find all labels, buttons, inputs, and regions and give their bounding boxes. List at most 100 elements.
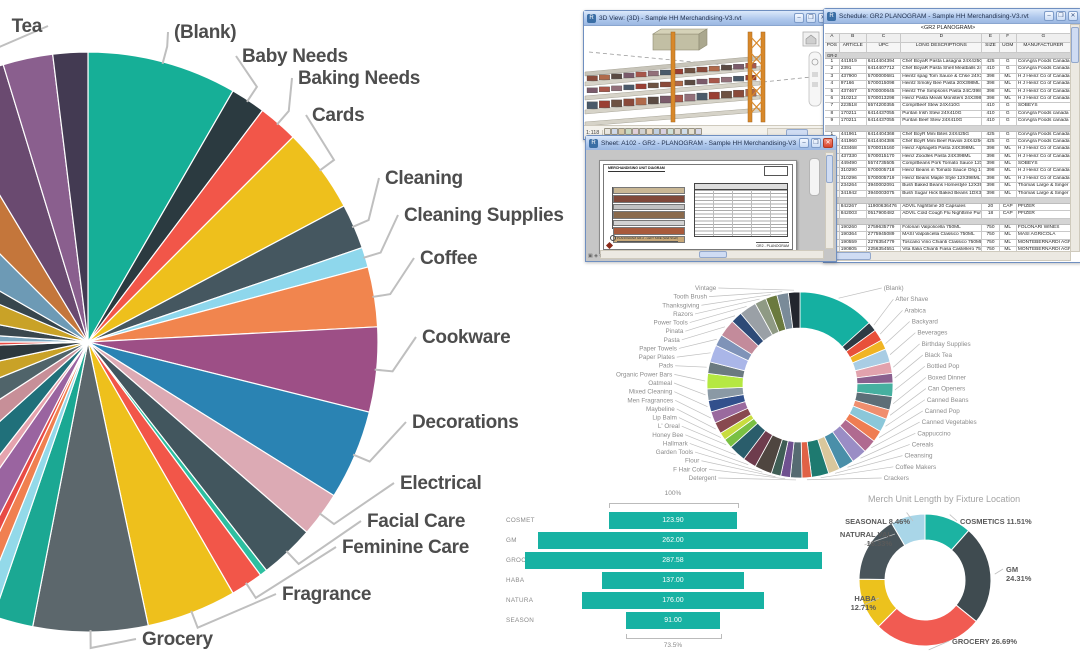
schedule-data-row[interactable]: 28420030517900482ADVIL Cold Cough Flu Ni… — [825, 211, 1071, 219]
vertical-scrollbar[interactable] — [1070, 24, 1080, 252]
schedule-cell[interactable]: ML — [1000, 224, 1017, 232]
schedule-data-row[interactable]: 54494905574735505Comp/Beans Pork Tomato … — [825, 161, 1071, 169]
schedule-cell[interactable]: 425 — [982, 59, 1000, 66]
schedule-cell[interactable]: H J Heinz Co of Canada Ltd — [1017, 175, 1071, 183]
schedule-cell[interactable]: ConAgra Foods Canada Ltd — [1017, 66, 1071, 73]
view-toolbar-icon-4[interactable] — [632, 128, 640, 135]
schedule-cell[interactable]: ARTICLE — [840, 43, 867, 52]
schedule-cell[interactable]: CAP — [1000, 204, 1017, 211]
schedule-cell[interactable]: 398 — [982, 183, 1000, 190]
schedule-cell[interactable]: 5 — [825, 88, 840, 95]
schedule-cell[interactable]: H J Heinz Co of Canada Ltd — [1017, 81, 1071, 88]
schedule-cell[interactable]: 234264 — [840, 183, 867, 190]
schedule-cell[interactable]: 5700000681 — [867, 73, 902, 81]
schedule-cell[interactable]: CAP — [1000, 211, 1017, 218]
schedule-cell[interactable]: 398 — [982, 161, 1000, 168]
minimize-button[interactable]: – — [799, 138, 809, 148]
schedule-data-row[interactable]: 24419606414404386Chef BoyR Mini Beef Rav… — [825, 138, 1071, 147]
window-3d-titlebar[interactable]: R 3D View: {3D} - Sample HH Merchandisin… — [584, 11, 831, 26]
schedule-cell[interactable]: H J Heinz Co of Canada Ltd — [1017, 153, 1071, 161]
schedule-cell[interactable]: 750 — [982, 239, 1000, 246]
schedule-cell[interactable]: Thomas Large & Singer — [1017, 190, 1071, 198]
schedule-cell[interactable]: 410 — [982, 103, 1000, 110]
schedule-cell[interactable]: 441960 — [840, 138, 867, 146]
schedule-data-row[interactable]: 2 2391 6414407712 Chef BoyaR Pasta Shell Me… — [825, 66, 1071, 74]
schedule-cell[interactable]: G — [1000, 103, 1017, 110]
schedule-cell[interactable]: 437330 — [840, 153, 867, 161]
schedule-cell[interactable]: SIZE — [982, 43, 1000, 52]
schedule-cell[interactable]: C — [867, 34, 902, 42]
schedule-cell[interactable]: 170211 — [840, 118, 867, 125]
pie-segment-unlabeled[interactable] — [0, 341, 89, 536]
schedule-cell[interactable]: 190260 — [840, 224, 867, 232]
schedule-cell[interactable]: 441961 — [840, 131, 867, 138]
schedule-cell[interactable]: 6414437055 — [867, 118, 902, 125]
schedule-cell[interactable]: SOBEYS — [1017, 161, 1071, 168]
schedule-cell[interactable]: G — [1000, 131, 1017, 138]
schedule-cell[interactable]: POS — [825, 43, 840, 52]
schedule-cell[interactable]: 398 — [982, 95, 1000, 103]
schedule-cell[interactable]: ML — [1000, 81, 1017, 88]
schedule-cell[interactable]: 6 — [825, 95, 840, 103]
schedule-cell[interactable]: 3940003075 — [867, 190, 902, 198]
view-toolbar-icon-8[interactable] — [660, 128, 668, 135]
schedule-cell[interactable]: ConAgra Foods Canada Ltd — [1017, 138, 1071, 146]
close-button[interactable]: ✕ — [823, 138, 833, 148]
view-toolbar-icon-0[interactable] — [604, 128, 612, 135]
schedule-cell[interactable]: 2 — [825, 66, 840, 73]
pie-segment-unlabeled[interactable] — [0, 341, 89, 628]
pie-segment-unlabeled[interactable] — [0, 341, 89, 352]
schedule-cell[interactable]: 410 — [982, 118, 1000, 125]
nav-toolbar-pill[interactable] — [809, 158, 820, 196]
nav-pan-icon[interactable] — [812, 72, 818, 77]
schedule-cell[interactable]: ML — [1000, 190, 1017, 198]
schedule-cell[interactable]: ADVIL Nighttime 20 Capsules — [901, 204, 983, 211]
schedule-cell[interactable]: 842003 — [840, 211, 867, 218]
schedule-cell[interactable]: Bush Sugar Hick Baked Beans 1DX398 — [902, 190, 983, 198]
schedule-data-row[interactable]: 4 97166 5700015098 Heintz Smoky Bee Pasta 2… — [825, 81, 1071, 89]
schedule-cell[interactable]: 449490 — [840, 161, 867, 168]
schedule-cell[interactable]: F — [1000, 34, 1017, 42]
schedule-cell[interactable]: 750 — [982, 232, 1000, 239]
schedule-cell[interactable]: 5700005718 — [867, 168, 902, 175]
schedule-cell[interactable]: ConAgra Foods canada Ltd — [1017, 110, 1071, 118]
schedule-cell[interactable]: Heintz spag Tom Sauce & Chse 24X398 — [902, 73, 983, 81]
schedule-cell[interactable]: Heinz Alphagetti Pasta 24X398ML — [901, 146, 983, 153]
schedule-cell[interactable]: 9 — [825, 118, 840, 125]
schedule-cell[interactable]: ML — [1000, 95, 1017, 103]
schedule-cell[interactable]: UPC — [867, 43, 902, 52]
schedule-cell[interactable]: ML — [1000, 175, 1017, 183]
schedule-data-row[interactable]: 21903642775945089MASI Valpolicella Class… — [825, 232, 1071, 240]
schedule-cell[interactable]: Toscano Vino Chianti Classico 750ML — [902, 239, 983, 246]
schedule-cell[interactable]: 750 — [982, 246, 1000, 252]
schedule-cell[interactable]: 398 — [982, 175, 1000, 183]
schedule-data-row[interactable]: 9 170211 6414437055 Puritan Beef Stew 24X41… — [825, 118, 1071, 126]
schedule-cell[interactable]: 8 — [825, 110, 840, 118]
schedule-cell[interactable]: 190364 — [840, 232, 867, 239]
pie-segment-unlabeled[interactable] — [0, 287, 89, 343]
schedule-cell[interactable]: 425 — [982, 138, 1000, 146]
schedule-cell[interactable]: MANUFACTURER — [1017, 43, 1071, 52]
schedule-cell[interactable]: SOBEYS — [1017, 103, 1071, 110]
schedule-cell[interactable]: 3940002091 — [867, 183, 902, 190]
schedule-data-row[interactable]: 34334685700015160Heinz Alphagetti Pasta … — [825, 146, 1071, 154]
schedule-data-row[interactable]: 14419616414404368Chef BoyR Mini Bites 24… — [825, 131, 1071, 139]
schedule-data-row[interactable]: 184226711900636476ADVIL Nighttime 20 Cap… — [825, 204, 1071, 212]
schedule-cell[interactable]: ML — [1000, 183, 1017, 190]
schedule-cell[interactable]: 5574735505 — [867, 161, 902, 168]
vertical-scrollbar[interactable] — [825, 152, 834, 249]
view-toolbar-icon-11[interactable] — [681, 128, 689, 135]
schedule-data-row[interactable]: 63102905700005718Heinz Beans in Tomato S… — [825, 168, 1071, 176]
schedule-cell[interactable]: H J Heinz Co of Canada Ltd — [1017, 73, 1071, 81]
schedule-cell[interactable]: 20 — [982, 204, 1000, 211]
window-sheet-titlebar[interactable]: R Sheet: A102 - GR2 - PLANOGRAM - Sample… — [586, 136, 836, 151]
schedule-cell[interactable]: Folonari Valpolicella 750ML — [901, 224, 983, 232]
pie-segment-unlabeled[interactable] — [0, 341, 89, 611]
pie-segment-unlabeled[interactable] — [0, 341, 89, 451]
schedule-cell[interactable]: G — [1000, 110, 1017, 118]
schedule-cell[interactable]: 2276354779 — [867, 239, 902, 246]
schedule-cell[interactable]: 750 — [982, 224, 1000, 232]
schedule-cell[interactable]: 7 — [825, 103, 840, 110]
schedule-cell[interactable]: G — [1000, 138, 1017, 146]
schedule-cell[interactable]: ConAgra Foods canada Ltd — [1017, 118, 1071, 125]
